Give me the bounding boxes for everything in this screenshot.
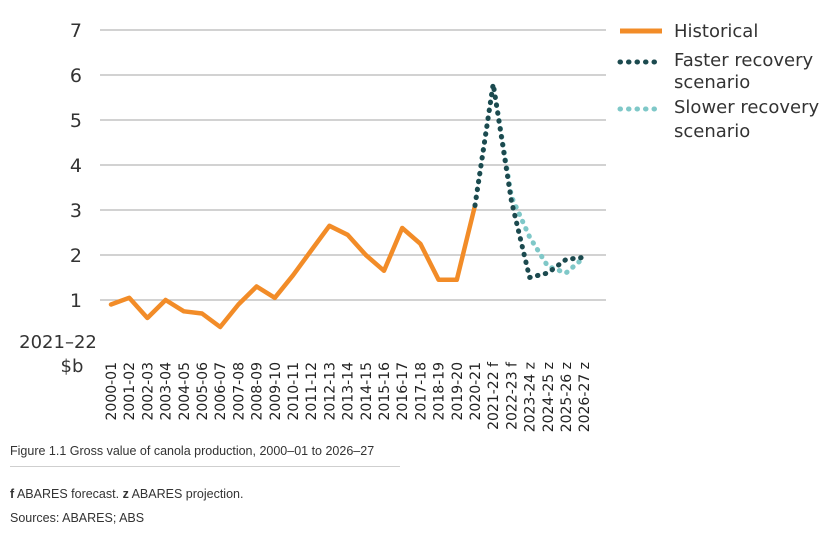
x-tick-label: 2016-17 bbox=[395, 362, 411, 421]
x-tick-label: 2008-09 bbox=[250, 362, 266, 421]
y-axis-unit-line-2: $b bbox=[61, 356, 84, 377]
legend-label-slower-recovery-line-2: scenario bbox=[674, 121, 750, 142]
y-tick-label: 6 bbox=[70, 65, 82, 87]
figure-caption: Figure 1.1 Gross value of canola product… bbox=[10, 444, 375, 458]
x-tick-label: 2012-13 bbox=[322, 362, 338, 421]
x-tick-label: 2006-07 bbox=[213, 362, 229, 421]
x-tick-label: 2022-23 f bbox=[504, 361, 520, 430]
x-tick-label: 2002-03 bbox=[140, 362, 156, 421]
footnote-z-key: z bbox=[122, 487, 129, 501]
y-tick-label: 5 bbox=[70, 110, 82, 132]
footnote-f-key: f bbox=[10, 487, 15, 501]
x-tick-label: 2001-02 bbox=[122, 362, 138, 421]
x-tick-label: 2023-24 z bbox=[523, 362, 539, 432]
series-line-slower-recovery-scenario bbox=[472, 81, 587, 276]
chart: 1 2 3 4 5 6 7 2021–22 $b 2000-01 2001-02 2002-03… bbox=[19, 20, 819, 432]
x-tick-label: 2009-10 bbox=[268, 362, 284, 421]
x-tick-label: 2026-27 z bbox=[577, 362, 593, 432]
y-tick-label: 3 bbox=[70, 200, 82, 222]
y-tick-label: 7 bbox=[70, 20, 82, 42]
x-tick-label: 2017-18 bbox=[413, 362, 429, 421]
footnote: f ABARES forecast. z ABARES projection. bbox=[10, 487, 243, 501]
x-tick-label: 2014-15 bbox=[359, 362, 375, 421]
x-tick-label: 2015-16 bbox=[377, 362, 393, 421]
legend-label-faster-recovery-line-1: Faster recovery bbox=[674, 50, 813, 71]
caption-divider bbox=[10, 466, 400, 467]
x-axis-ticks: 2000-01 2001-02 2002-03 2003-04 2004-05 2005-… bbox=[104, 361, 593, 432]
legend-label-slower-recovery-line-1: Slower recovery bbox=[674, 97, 819, 118]
y-tick-label: 4 bbox=[70, 155, 82, 177]
y-tick-label: 2 bbox=[70, 245, 82, 267]
x-tick-label: 2010-11 bbox=[286, 362, 302, 421]
x-tick-label: 2025-26 z bbox=[559, 362, 575, 432]
x-tick-label: 2003-04 bbox=[159, 362, 175, 421]
x-tick-label: 2020-21 bbox=[468, 362, 484, 421]
footnote-z-text: ABARES projection. bbox=[128, 487, 244, 501]
x-tick-label: 2024-25 z bbox=[541, 362, 557, 432]
x-tick-label: 2005-06 bbox=[195, 362, 211, 421]
footnote-f-text: ABARES forecast. bbox=[14, 487, 123, 501]
y-axis-unit-line-1: 2021–22 bbox=[19, 332, 97, 353]
gridlines bbox=[100, 29, 606, 301]
sources-note: Sources: ABARES; ABS bbox=[10, 511, 145, 525]
x-tick-label: 2007-08 bbox=[231, 362, 247, 421]
x-tick-label: 2011-12 bbox=[304, 362, 320, 421]
x-tick-label: 2013-14 bbox=[341, 362, 357, 421]
series-lines bbox=[108, 81, 587, 330]
legend: Historical Faster recovery scenario Slow… bbox=[617, 21, 819, 142]
series-line-historical bbox=[108, 203, 478, 330]
legend-label-historical: Historical bbox=[674, 21, 758, 42]
x-tick-label: 2004-05 bbox=[177, 362, 193, 421]
series-line-faster-recovery-scenario bbox=[472, 81, 587, 280]
x-tick-label: 2021-22 f bbox=[486, 361, 502, 430]
x-tick-label: 2000-01 bbox=[104, 362, 120, 421]
y-tick-label: 1 bbox=[70, 290, 82, 312]
legend-label-faster-recovery-line-2: scenario bbox=[674, 72, 750, 93]
x-tick-label: 2019-20 bbox=[450, 362, 466, 421]
y-axis-ticks: 1 2 3 4 5 6 7 bbox=[70, 20, 82, 312]
x-tick-label: 2018-19 bbox=[432, 362, 448, 421]
